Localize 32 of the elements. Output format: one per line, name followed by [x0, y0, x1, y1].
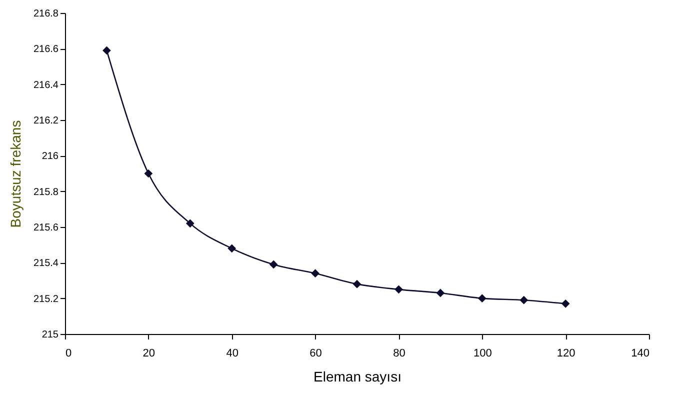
x-tick-label: 60 [310, 348, 322, 360]
y-tick-label: 215 [42, 330, 59, 340]
x-axis-title: Eleman sayısı [314, 368, 402, 384]
point [144, 169, 153, 178]
x-tick-label: 100 [473, 348, 492, 360]
y-tick-label: 215.8 [33, 186, 59, 198]
point [102, 46, 111, 55]
y-tick-label: 216.6 [33, 44, 59, 56]
point [311, 269, 320, 278]
x-tick-label: 140 [631, 348, 650, 360]
y-tick-label: 216.4 [33, 80, 59, 91]
y-axis-title: Boyutsuz frekans [7, 120, 24, 228]
y-tick-label: 216 [42, 151, 59, 162]
point [228, 244, 236, 253]
x-tick-label: 120 [556, 348, 576, 360]
point [478, 294, 486, 303]
point [269, 260, 278, 269]
x-tick-label: 40 [226, 348, 238, 360]
x-tick-label: 20 [142, 348, 156, 360]
x-tick-label: 80 [393, 348, 406, 360]
point [352, 280, 362, 288]
x-tick-label: 0 [66, 348, 72, 360]
y-tick-label: 216.2 [33, 116, 59, 126]
point [520, 296, 528, 304]
point [436, 288, 445, 298]
y-tick-label: 215.6 [33, 222, 59, 234]
point [561, 300, 570, 308]
point [394, 285, 403, 294]
y-tick-label: 215.4 [33, 258, 59, 270]
point [186, 219, 194, 228]
y-tick-label: 215.2 [33, 294, 59, 305]
y-tick-label: 216.8 [33, 8, 59, 20]
